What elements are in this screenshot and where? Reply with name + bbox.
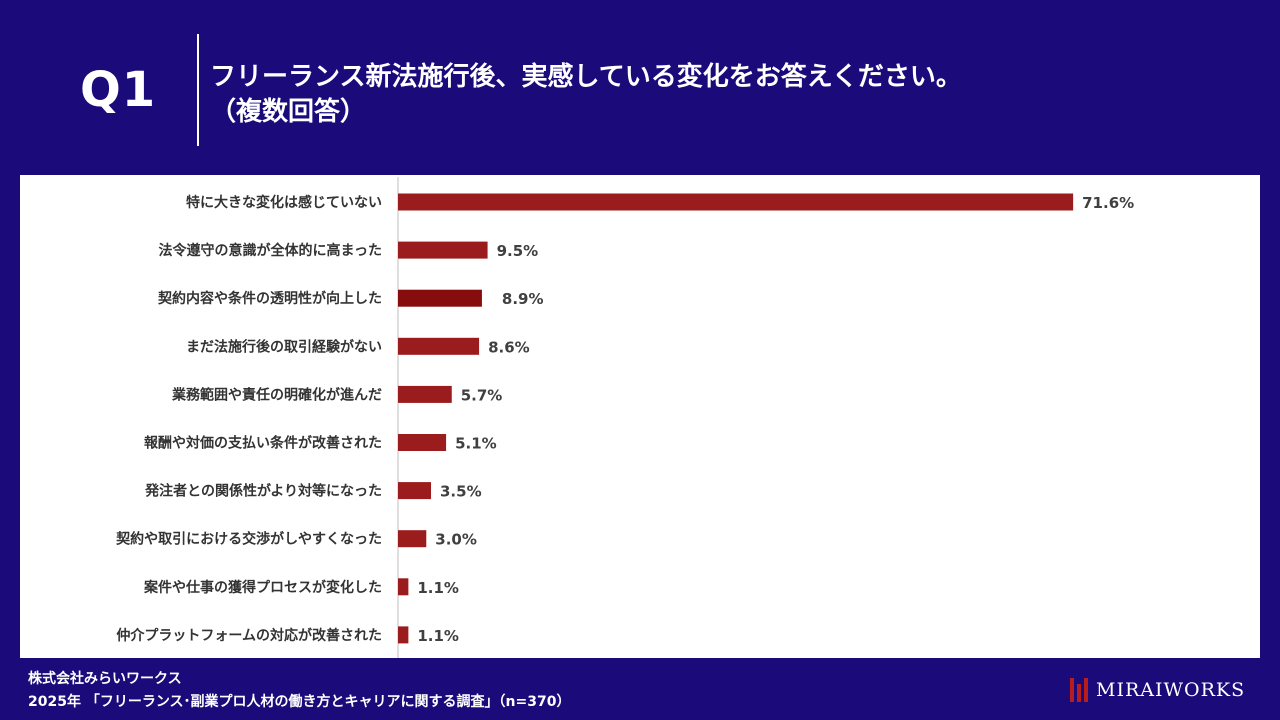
question-title: フリーランス新法施行後、実感している変化をお答えください。 （複数回答） <box>210 60 962 130</box>
data-label: 71.6% <box>1082 194 1134 212</box>
question-number: Q1 <box>80 62 157 118</box>
bar <box>398 626 409 644</box>
data-label: 9.5% <box>497 242 539 260</box>
data-label: 3.5% <box>440 483 482 501</box>
bar <box>398 578 409 596</box>
bar-chart: 特に大きな変化は感じていない 71.6% 法令遵守の意識が全体的に高まった 9.5% 契… <box>115 177 1134 658</box>
bar <box>398 385 452 403</box>
footer-source: 2025年 「フリーランス･副業プロ人材の働き方とキャリアに関する調査」（n=3… <box>28 694 571 710</box>
question-title-line1: フリーランス新法施行後、実感している変化をお答えください。 <box>210 62 962 92</box>
category-label: まだ法施行後の取引経験がない <box>186 338 382 355</box>
bar <box>398 241 488 259</box>
data-label: 3.0% <box>435 531 477 549</box>
data-label: 8.9% <box>502 290 544 308</box>
data-label: 5.7% <box>461 386 503 404</box>
data-label: 5.1% <box>455 435 497 453</box>
bar <box>398 434 447 451</box>
data-label: 1.1% <box>417 579 459 597</box>
category-label: 報酬や対価の支払い条件が改善された <box>144 435 382 452</box>
category-label: 契約内容や条件の透明性が向上した <box>157 290 382 307</box>
category-label: 案件や仕事の獲得プロセスが変化した <box>143 579 382 596</box>
question-title-line2: （複数回答） <box>210 97 367 127</box>
brand-logo: MIRAIWORKS <box>1070 676 1245 704</box>
brand-logo-icon <box>1070 678 1088 702</box>
category-label: 仲介プラットフォームの対応が改善された <box>116 627 382 644</box>
brand-name: MIRAIWORKS <box>1096 679 1246 701</box>
category-label: 法令遵守の意識が全体的に高まった <box>159 242 382 259</box>
bar <box>398 193 1074 211</box>
chart-panel: 特に大きな変化は感じていない 71.6% 法令遵守の意識が全体的に高まった 9.5% 契… <box>20 175 1260 658</box>
data-label: 1.1% <box>417 627 459 645</box>
bar <box>398 337 480 355</box>
bar <box>398 530 427 548</box>
data-label: 8.6% <box>488 338 530 356</box>
bar <box>398 482 432 500</box>
bar <box>398 289 482 307</box>
category-label: 発注者との関係性がより対等になった <box>144 483 382 500</box>
category-label: 契約や取引における交渉がしやすくなった <box>115 531 382 548</box>
category-label: 特に大きな変化は感じていない <box>186 194 382 211</box>
header-divider <box>197 34 199 146</box>
footer-company: 株式会社みらいワークス <box>28 671 182 687</box>
category-label: 業務範囲や責任の明確化が進んだ <box>171 386 382 403</box>
